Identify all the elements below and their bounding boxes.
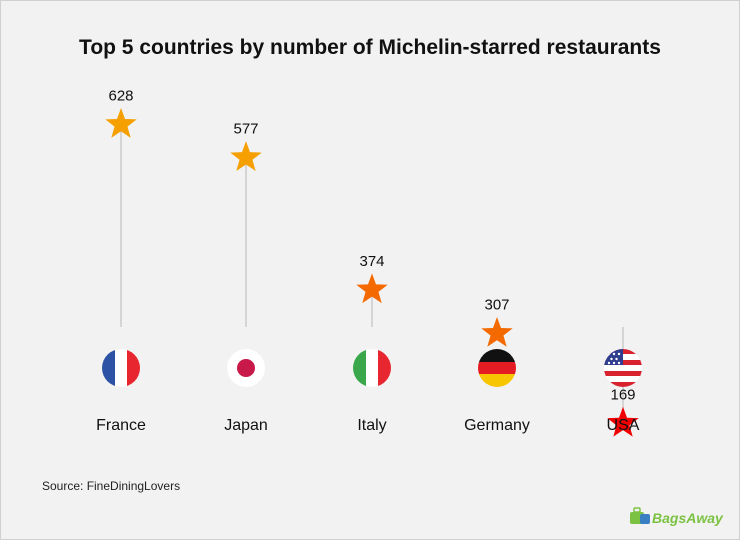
chart-title: Top 5 countries by number of Michelin-st… — [79, 36, 661, 59]
value-label-germany: 307 — [484, 296, 509, 313]
category-labels: France Japan Italy Germany USA — [96, 417, 640, 434]
germany-flag-icon — [478, 349, 516, 387]
france-flag-icon — [102, 349, 140, 387]
category-label-usa: USA — [607, 417, 640, 434]
star-marker-germany — [481, 316, 513, 347]
category-label-germany: Germany — [464, 417, 530, 434]
category-label-japan: Japan — [224, 417, 268, 434]
italy-flag-icon — [353, 349, 391, 387]
star-marker-usa — [607, 406, 639, 437]
star-marker-italy — [356, 273, 388, 304]
value-labels: 628 577 374 307 169 — [108, 87, 635, 403]
category-label-france: France — [96, 417, 146, 434]
japan-flag-icon — [227, 349, 265, 387]
star-markers — [105, 107, 639, 437]
star-marker-france — [105, 107, 137, 138]
star-marker-japan — [230, 141, 262, 172]
value-label-italy: 374 — [359, 253, 384, 270]
value-label-japan: 577 — [233, 121, 258, 138]
usa-flag-icon — [604, 349, 642, 387]
category-label-italy: Italy — [357, 417, 386, 434]
source-note: Source: FineDiningLovers — [42, 479, 181, 493]
suitcase-icon — [630, 507, 650, 524]
value-label-france: 628 — [108, 87, 133, 104]
bagsaway-logo: BagsAway — [630, 507, 724, 526]
value-label-usa: 169 — [610, 386, 635, 403]
logo-text: BagsAway — [652, 510, 724, 526]
